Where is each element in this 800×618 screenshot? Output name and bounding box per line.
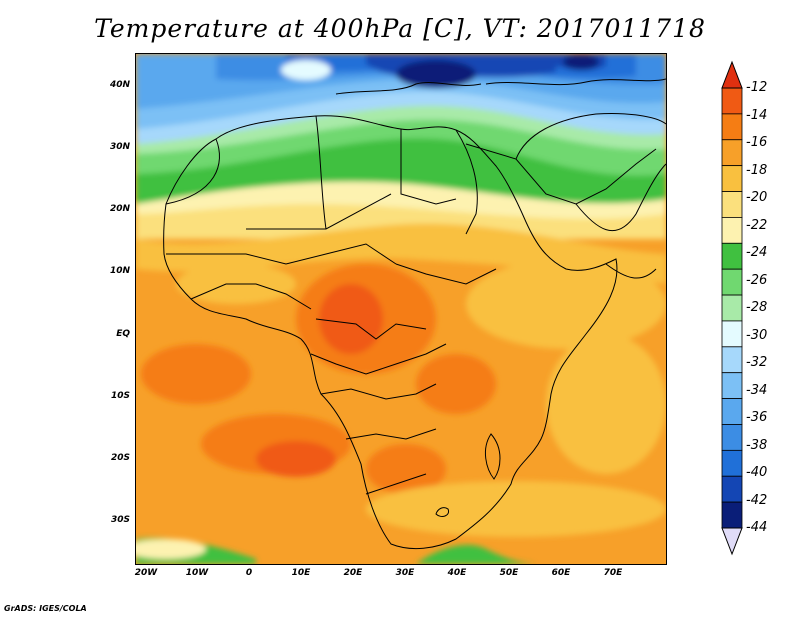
lon-label-30e: 30E <box>395 568 415 578</box>
colorbar-cell <box>721 475 743 503</box>
colorbar-label: -36 <box>746 410 768 425</box>
colorbar-label: -28 <box>746 300 768 315</box>
colorbar-label: -22 <box>746 217 768 233</box>
lon-label-70e: 70E <box>603 568 623 578</box>
colorbar-label: -44 <box>746 520 768 535</box>
temperature-field <box>136 54 666 564</box>
lat-label-eq: EQ <box>116 329 130 339</box>
colorbar-label: -18 <box>746 162 768 178</box>
lon-label-0: 0 <box>245 568 253 578</box>
colorbar-cell <box>721 346 743 374</box>
lat-label-40n: 40N <box>109 80 130 90</box>
lon-label-40e: 40E <box>447 568 467 578</box>
lon-label-60e: 60E <box>551 568 571 578</box>
colorbar-cell <box>721 268 743 296</box>
colorbar-label: -12 <box>746 80 768 95</box>
colorbar-cell <box>721 217 743 244</box>
lon-label-20w: 20W <box>134 568 158 578</box>
credit-text: GrADS: IGES/COLA <box>4 604 87 613</box>
colorbar-label: -34 <box>746 382 768 398</box>
colorbar-cell <box>721 165 743 192</box>
colorbar-cell <box>721 320 743 348</box>
colorbar-cell <box>721 398 743 425</box>
colorbar-label: -40 <box>746 465 768 480</box>
lon-label-20e: 20E <box>343 568 363 578</box>
colorbar-cell <box>721 191 743 218</box>
colorbar-cell <box>721 501 743 529</box>
colorbar-label: -30 <box>746 327 768 343</box>
colorbar-label: -20 <box>746 190 768 205</box>
lat-label-20n: 20N <box>109 204 130 214</box>
chart-title: Temperature at 400hPa [C], VT: 201701171… <box>94 14 706 43</box>
colorbar-top-arrow <box>721 60 743 89</box>
coastline-overlay <box>163 78 666 549</box>
colorbar-cell <box>721 424 743 451</box>
colorbar-label: -24 <box>746 245 768 260</box>
colorbar-cell <box>721 139 743 167</box>
colorbar-cell <box>721 242 743 270</box>
colorbar-label: -14 <box>746 107 768 123</box>
lat-label-30s: 30S <box>110 515 130 525</box>
colorbar-cell <box>721 449 743 477</box>
lat-label-10s: 10S <box>110 391 130 401</box>
lat-label-10n: 10N <box>109 266 130 276</box>
colorbar-cell <box>721 294 743 322</box>
colorbar-label: -32 <box>746 355 768 370</box>
lon-label-50e: 50E <box>499 568 519 578</box>
lat-label-20s: 20S <box>110 453 130 463</box>
colorbar-label: -16 <box>746 135 768 150</box>
colorbar-bottom-arrow <box>721 527 743 556</box>
colorbar-label: -38 <box>746 437 768 453</box>
lat-label-30n: 30N <box>109 142 130 152</box>
colorbar-label: -26 <box>746 272 768 288</box>
colorbar-cells <box>721 87 743 529</box>
colorbar-cell <box>721 113 743 141</box>
colorbar <box>721 60 743 556</box>
colorbar-cell <box>721 372 743 399</box>
colorbar-label: -42 <box>746 492 768 508</box>
lon-label-10w: 10W <box>185 568 209 578</box>
colorbar-cell <box>721 87 743 115</box>
lon-label-10e: 10E <box>291 568 311 578</box>
map-panel <box>135 53 667 565</box>
